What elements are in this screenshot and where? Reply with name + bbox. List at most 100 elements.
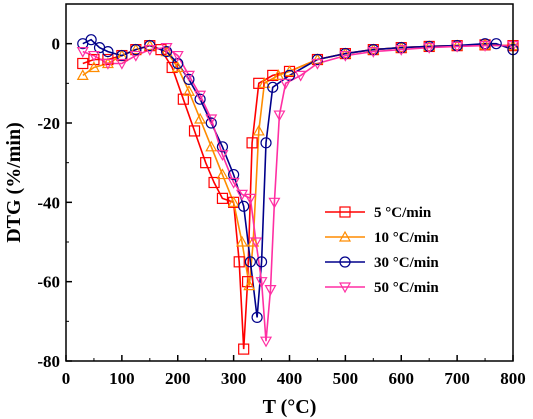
legend-label: 50 °C/min	[374, 280, 439, 296]
x-tick-label: 100	[109, 369, 135, 388]
data-point	[395, 41, 408, 53]
data-point	[479, 38, 491, 50]
data-point	[115, 58, 128, 70]
data-point	[339, 50, 352, 62]
data-point	[260, 336, 273, 348]
data-point	[294, 70, 307, 82]
data-point	[235, 235, 249, 247]
data-point	[77, 57, 89, 70]
data-point	[228, 168, 240, 181]
data-point	[182, 85, 195, 96]
data-point	[233, 256, 245, 268]
data-point	[423, 43, 436, 54]
data-point	[216, 150, 229, 161]
data-point	[339, 47, 352, 59]
data-point	[238, 343, 250, 355]
data-point	[255, 256, 268, 268]
data-point	[395, 45, 408, 56]
data-point	[160, 43, 173, 54]
legend-marker	[339, 206, 351, 218]
data-point	[160, 45, 173, 57]
x-tick-label: 400	[277, 369, 303, 388]
data-point	[258, 77, 271, 88]
data-point	[129, 43, 142, 55]
data-point	[87, 50, 100, 62]
data-point	[264, 285, 277, 296]
series-markers	[76, 34, 520, 355]
data-point	[249, 237, 262, 249]
series-line-4	[82, 44, 513, 342]
data-point	[260, 137, 272, 149]
data-point	[216, 192, 229, 204]
data-point	[76, 46, 89, 58]
x-tick-label: 600	[389, 369, 415, 388]
data-point	[101, 58, 114, 70]
data-point	[244, 193, 257, 205]
x-tick-label: 0	[62, 369, 71, 388]
data-point	[155, 44, 167, 56]
data-point	[102, 45, 114, 58]
y-tick-label: -60	[37, 273, 60, 292]
legend-label: 10 °C/min	[374, 230, 439, 246]
y-tick-label: 0	[52, 35, 61, 54]
data-point	[85, 34, 97, 46]
data-point	[246, 137, 258, 149]
data-point	[208, 176, 220, 189]
data-point	[194, 90, 207, 102]
legend-marker	[338, 230, 352, 242]
data-point	[88, 53, 100, 66]
data-point	[143, 45, 156, 56]
x-tick-label: 200	[165, 369, 191, 388]
x-tick-label: 700	[444, 369, 470, 388]
data-point	[267, 81, 279, 93]
y-tick-label: -20	[37, 114, 60, 133]
data-point	[272, 69, 285, 81]
data-point	[367, 43, 380, 55]
data-point	[129, 50, 142, 62]
y-axis-title: DTG (%/min)	[3, 122, 25, 243]
legend-label: 5 °C/min	[374, 205, 432, 221]
series-line-1	[82, 44, 514, 350]
x-tick-label: 300	[221, 369, 247, 388]
y-tick-label: -80	[37, 352, 60, 371]
y-tick-label: -40	[37, 193, 60, 212]
data-point	[367, 46, 380, 58]
data-point	[183, 73, 195, 85]
data-point	[423, 40, 436, 52]
data-point	[172, 57, 184, 70]
data-point	[243, 279, 256, 291]
data-point	[367, 44, 379, 56]
data-point	[247, 235, 260, 247]
series-line-2	[82, 44, 514, 286]
data-point	[241, 276, 254, 288]
data-point	[200, 157, 212, 169]
data-point	[479, 41, 492, 52]
data-point	[130, 44, 142, 56]
data-point	[255, 277, 268, 288]
data-point	[339, 47, 351, 60]
data-point	[194, 112, 207, 124]
x-tick-label: 800	[500, 369, 526, 388]
data-point	[182, 70, 195, 82]
data-point	[273, 110, 286, 122]
data-point	[238, 200, 250, 212]
data-point	[116, 49, 128, 62]
plot-lines	[82, 38, 514, 350]
data-point	[279, 78, 292, 90]
data-point	[166, 61, 178, 74]
data-point	[490, 38, 502, 50]
data-point	[252, 124, 265, 136]
data-point	[216, 141, 229, 153]
data-point	[194, 93, 206, 105]
data-point	[253, 77, 265, 89]
data-point	[188, 125, 201, 137]
data-point	[227, 196, 240, 207]
legend: 5 °C/min 10 °C/min 30 °C/min 50 °C/min	[325, 205, 439, 296]
series-line-3	[82, 38, 514, 318]
data-point	[227, 177, 240, 189]
data-point	[311, 58, 324, 70]
data-point	[268, 197, 281, 209]
data-point	[395, 42, 407, 54]
data-point	[171, 50, 184, 62]
